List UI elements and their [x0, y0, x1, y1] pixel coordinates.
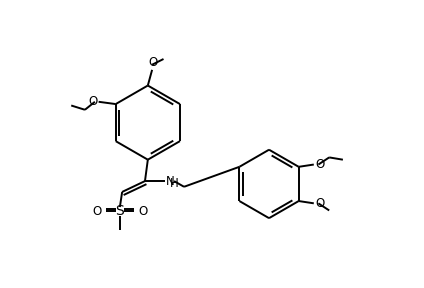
Text: O: O — [138, 205, 148, 218]
Text: O: O — [315, 197, 324, 210]
Text: H: H — [170, 177, 179, 190]
Text: N: N — [166, 175, 175, 187]
Text: O: O — [148, 56, 158, 69]
Text: O: O — [88, 95, 98, 108]
Text: S: S — [115, 204, 124, 218]
Text: O: O — [315, 158, 324, 171]
Text: O: O — [92, 205, 102, 218]
